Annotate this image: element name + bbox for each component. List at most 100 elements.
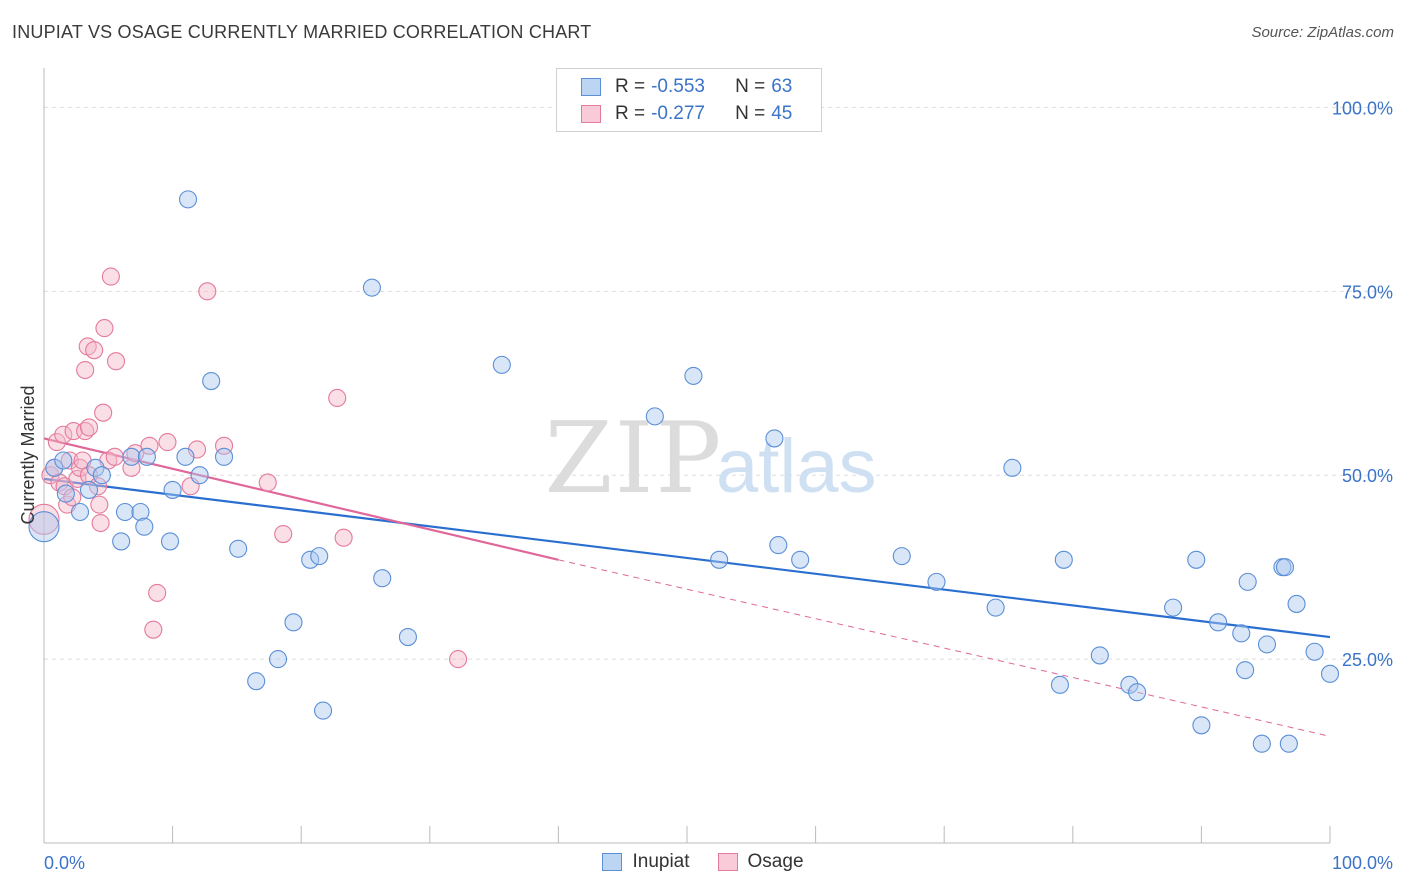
osage-point — [91, 513, 110, 533]
inupiat-point — [202, 372, 221, 391]
osage-point — [68, 469, 87, 488]
osage-point — [148, 583, 167, 602]
inupiat-point — [56, 484, 75, 503]
legend-item-inupiat: Inupiat — [602, 851, 690, 873]
inupiat-trend-line — [43, 477, 1331, 639]
source-label: Source: ZipAtlas.com — [1251, 24, 1394, 41]
inupiat-point — [1275, 558, 1295, 577]
y-tick-label: 25.0% — [1342, 650, 1393, 670]
osage-point — [140, 436, 159, 455]
osage-point — [76, 360, 95, 380]
inupiat-point — [1003, 458, 1022, 477]
osage-point — [449, 650, 468, 669]
inupiat-point — [362, 278, 381, 297]
inupiat-point — [214, 447, 234, 466]
legend-swatch-inupiat — [602, 853, 623, 871]
y-tick-label: 50.0% — [1342, 466, 1393, 486]
inupiat-point — [310, 547, 329, 566]
inupiat-point — [131, 502, 150, 522]
y-tick-label: 75.0% — [1342, 282, 1393, 302]
inupiat-point — [247, 672, 266, 691]
osage-trend-line — [43, 437, 559, 561]
x-tick-label: 0.0% — [44, 853, 85, 873]
legend-row-osage: R = -0.277 N = 45 — [581, 102, 792, 126]
osage-point — [88, 477, 108, 496]
inupiat-point — [398, 627, 417, 647]
inupiat-point — [301, 550, 320, 569]
inupiat-point — [70, 502, 90, 522]
osage-point — [106, 352, 126, 371]
inupiat-point — [112, 532, 131, 551]
inupiat-point — [284, 613, 303, 632]
inupiat-point — [892, 547, 911, 566]
legend-item-osage: Osage — [717, 851, 804, 873]
inupiat-point — [135, 517, 154, 536]
osage-point — [70, 458, 90, 477]
watermark-atlas: atlas — [716, 424, 877, 509]
inupiat-point — [314, 701, 333, 720]
osage-point — [79, 418, 99, 437]
inupiat-point — [1238, 572, 1257, 591]
inupiat-point — [684, 366, 703, 385]
inupiat-point — [1187, 550, 1206, 569]
watermark: ZIP atlas — [545, 402, 877, 516]
osage-point — [105, 447, 124, 466]
axes — [43, 68, 1331, 844]
x-tick-label: 100.0% — [1332, 853, 1393, 873]
legend-swatch-inupiat — [581, 78, 601, 96]
legend-swatch-osage — [581, 105, 601, 123]
inupiat-point — [79, 480, 99, 499]
legend-swatch-osage — [717, 853, 738, 871]
osage-point — [328, 388, 347, 408]
osage-point — [158, 433, 177, 452]
osage-point — [187, 440, 207, 459]
inupiat-point — [1257, 635, 1277, 654]
inupiat-point — [1320, 664, 1340, 683]
watermark-zip: ZIP — [545, 402, 724, 516]
osage-point — [144, 620, 163, 639]
inupiat-point — [137, 447, 156, 466]
inupiat-point — [122, 447, 141, 466]
legend-n-value: 45 — [771, 103, 793, 124]
chart-title: INUPIAT VS OSAGE CURRENTLY MARRIED CORRE… — [12, 22, 592, 42]
osage-point — [334, 528, 353, 547]
inupiat-point — [986, 598, 1005, 617]
osage-point — [258, 473, 277, 492]
osage-point — [90, 495, 109, 514]
stats-legend: R = -0.553 N = 63 R = -0.277 N = 45 — [556, 68, 822, 132]
inupiat-point — [45, 458, 64, 477]
inupiat-point — [927, 572, 946, 591]
inupiat-point — [765, 429, 784, 448]
inupiat-point — [176, 447, 195, 466]
y-axis-label: Currently Married — [18, 385, 38, 524]
inupiat-point — [645, 407, 664, 426]
inupiat-point — [769, 536, 788, 555]
legend-row-inupiat: R = -0.553 N = 63 — [581, 75, 792, 99]
inupiat-point — [269, 650, 288, 669]
inupiat-point — [115, 502, 135, 522]
inupiat-point — [86, 458, 105, 477]
osage-point — [198, 282, 217, 301]
inupiat-point — [791, 550, 810, 569]
inupiat-point — [492, 355, 511, 374]
inupiat-point — [710, 550, 729, 569]
y-tick-label: 100.0% — [1332, 98, 1393, 118]
tick-labels: 25.0% 50.0% 75.0% 100.0% 0.0% 100.0% — [44, 98, 1393, 873]
osage-point — [85, 341, 104, 360]
inupiat-point — [1050, 675, 1069, 694]
inupiat-point — [1192, 716, 1211, 735]
osage-point — [47, 433, 66, 452]
inupiat-points — [28, 190, 1340, 753]
inupiat-point — [54, 451, 73, 470]
inupiat-point — [1209, 613, 1228, 632]
inupiat-point — [178, 190, 198, 209]
series-legend: Inupiat Osage — [0, 851, 1406, 873]
inupiat-point — [1120, 675, 1139, 694]
trend-lines — [43, 437, 1331, 737]
osage-point — [60, 451, 79, 470]
osage-point — [28, 503, 60, 535]
inupiat-point — [1164, 598, 1183, 617]
osage-point — [101, 267, 120, 286]
osage-point — [94, 403, 113, 422]
